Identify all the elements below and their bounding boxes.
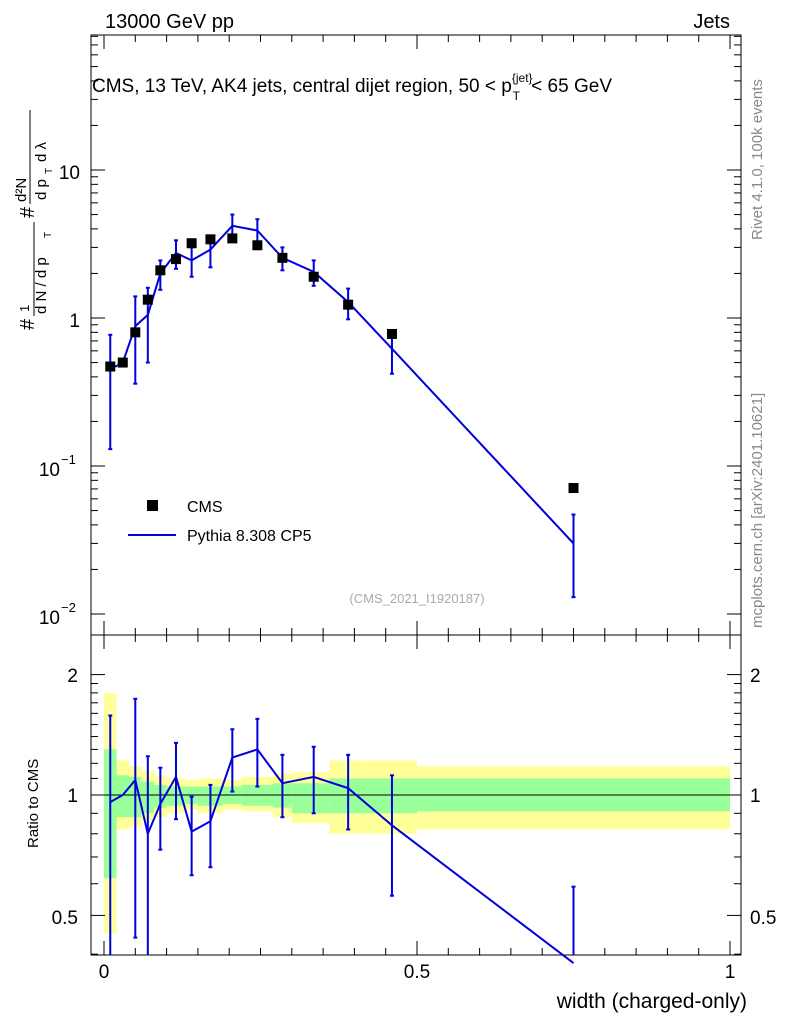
y-axis-label-main: # 1 d N / d p T # d²N d p T d λ	[13, 110, 55, 330]
data-series-main	[105, 233, 579, 494]
ratio-band-inner	[116, 775, 130, 818]
ratio-tick-label-0p5-right: 0.5	[750, 908, 776, 929]
axis-ticks	[91, 35, 741, 955]
ratio-bands	[104, 692, 730, 934]
cms-data-point	[105, 361, 116, 372]
cms-data-point	[170, 254, 181, 265]
ratio-tick-label-2-right: 2	[750, 666, 761, 687]
cms-data-point	[142, 294, 153, 305]
cms-data-point	[227, 233, 238, 244]
header-right: Jets	[693, 11, 730, 33]
y-tick-label-0p1-exp: −1	[61, 452, 76, 467]
mc-series-main	[108, 213, 576, 599]
y-tick-label-10: 10	[59, 163, 80, 184]
svg-text:T: T	[44, 168, 55, 174]
legend-cms-label: CMS	[187, 499, 223, 516]
legend-cms-marker	[147, 500, 158, 511]
ratio-tick-label-0p5: 0.5	[52, 908, 78, 929]
side-rivet-info: Rivet 4.1.0, 100k events	[749, 79, 766, 240]
side-mcplots-info: mcplots.cern.ch [arXiv:2401.10621]	[749, 393, 766, 628]
cms-data-point	[386, 328, 397, 339]
cms-data-point	[252, 240, 263, 251]
y-tick-label-0p01-exp: −2	[61, 600, 76, 615]
x-tick-label-0: 0	[99, 962, 110, 983]
ratio-tick-label-1-right: 1	[750, 786, 761, 807]
svg-text:#: #	[17, 206, 39, 218]
ratio-tick-label-1: 1	[67, 786, 78, 807]
svg-text:d²N: d²N	[13, 178, 30, 202]
svg-text:d N / d p: d N / d p	[33, 257, 50, 314]
main-frame	[90, 34, 742, 636]
header-left: 13000 GeV pp	[105, 11, 234, 33]
cms-data-point	[117, 357, 128, 368]
x-tick-label-1: 1	[725, 962, 736, 983]
mc-line	[109, 224, 575, 545]
x-tick-label-0p5: 0.5	[404, 962, 430, 983]
cms-data-point	[343, 299, 354, 310]
legend-pythia-label: Pythia 8.308 CP5	[187, 528, 312, 545]
plot-title: CMS, 13 TeV, AK4 jets, central dijet reg…	[92, 71, 612, 103]
cms-data-point	[568, 483, 579, 494]
cms-data-point	[308, 271, 319, 282]
mc-series-ratio	[108, 697, 576, 964]
y-axis-label-ratio: Ratio to CMS	[25, 759, 42, 848]
cms-data-point	[130, 327, 141, 338]
svg-text:d p: d p	[33, 179, 50, 200]
plot-title-text: CMS, 13 TeV, AK4 jets, central dijet reg…	[92, 71, 612, 103]
y-tick-label-0p1: 10	[39, 460, 60, 481]
svg-text:T: T	[43, 232, 54, 238]
cms-data-point	[186, 238, 197, 249]
analysis-watermark: (CMS_2021_I1920187)	[349, 591, 484, 606]
cms-data-point	[205, 234, 216, 245]
svg-text:#: #	[17, 318, 39, 330]
svg-text:d λ: d λ	[33, 141, 50, 162]
ratio-tick-label-2: 2	[67, 666, 78, 687]
ratio-band-inner	[291, 783, 330, 814]
cms-data-point	[155, 265, 166, 276]
x-axis-label: width (charged-only)	[556, 990, 747, 1013]
svg-text:1: 1	[17, 305, 32, 312]
y-tick-label-0p01: 10	[39, 608, 60, 629]
y-tick-label-1: 1	[69, 311, 80, 332]
cms-data-point	[277, 252, 288, 263]
